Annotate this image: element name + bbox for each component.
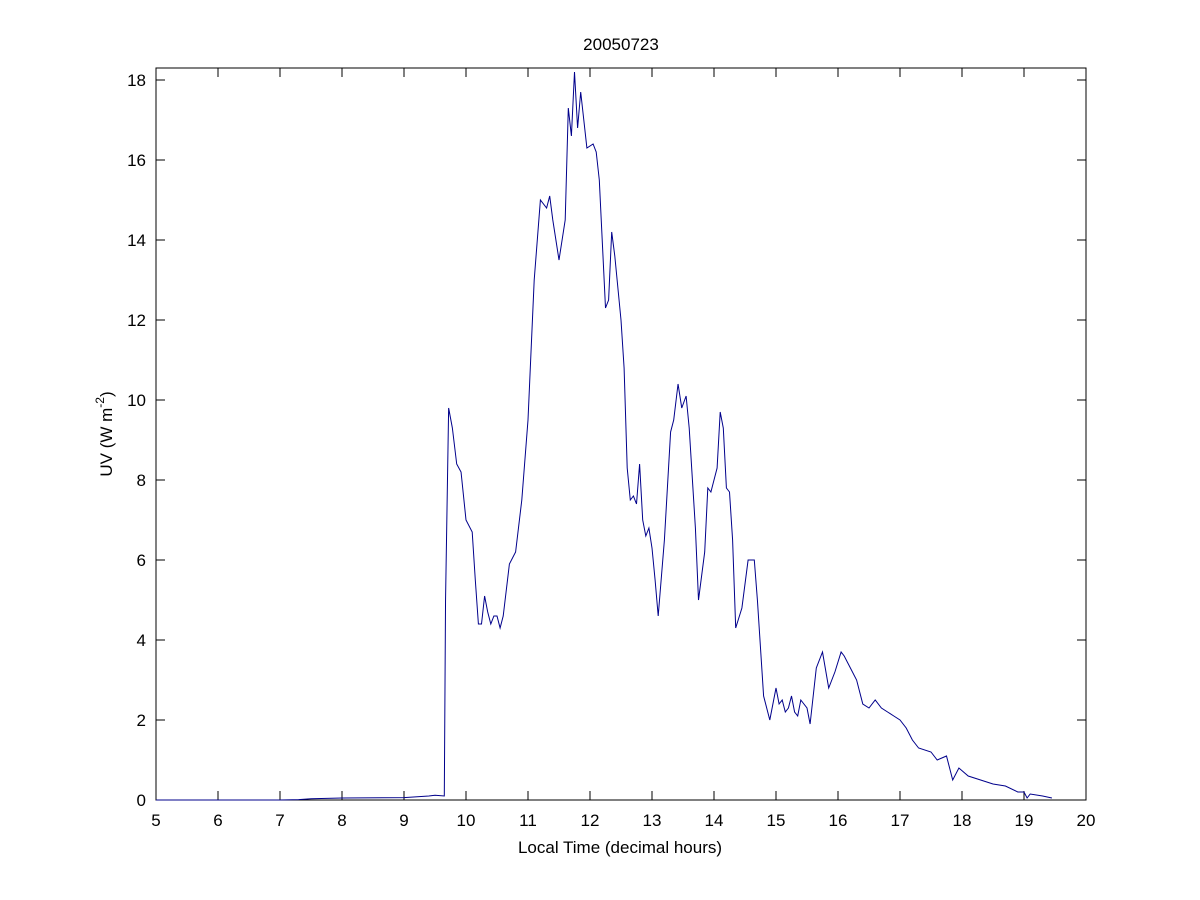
y-tick-label: 8 xyxy=(137,471,146,490)
x-tick-label: 19 xyxy=(1015,811,1034,830)
x-tick-label: 9 xyxy=(399,811,408,830)
x-tick-label: 13 xyxy=(643,811,662,830)
y-tick-label: 14 xyxy=(127,231,146,250)
x-tick-label: 7 xyxy=(275,811,284,830)
x-tick-label: 12 xyxy=(581,811,600,830)
y-tick-label: 16 xyxy=(127,151,146,170)
x-tick-label: 10 xyxy=(457,811,476,830)
x-tick-label: 5 xyxy=(151,811,160,830)
x-tick-label: 14 xyxy=(705,811,724,830)
y-tick-label: 0 xyxy=(137,791,146,810)
y-label-part: ) xyxy=(97,391,116,397)
x-tick-label: 20 xyxy=(1077,811,1096,830)
y-tick-label: 2 xyxy=(137,711,146,730)
x-tick-label: 6 xyxy=(213,811,222,830)
x-tick-label: 17 xyxy=(891,811,910,830)
plot-frame xyxy=(155,67,1087,801)
y-label-sup: -2 xyxy=(93,397,107,408)
x-tick-label: 16 xyxy=(829,811,848,830)
y-tick-label: 6 xyxy=(137,551,146,570)
x-axis-label: Local Time (decimal hours) xyxy=(518,838,722,857)
x-tick-label: 15 xyxy=(767,811,786,830)
y-tick-label: 10 xyxy=(127,391,146,410)
y-tick-label: 18 xyxy=(127,71,146,90)
x-tick-label: 8 xyxy=(337,811,346,830)
y-axis-label: UV (W m-2) xyxy=(93,391,116,476)
x-tick-label: 11 xyxy=(519,811,537,830)
y-tick-label: 4 xyxy=(137,631,146,650)
chart-title: 20050723 xyxy=(583,35,659,54)
y-label-part: UV (W m xyxy=(97,408,116,477)
data-line xyxy=(156,71,1053,801)
y-tick-label: 12 xyxy=(127,311,146,330)
x-tick-label: 18 xyxy=(953,811,972,830)
